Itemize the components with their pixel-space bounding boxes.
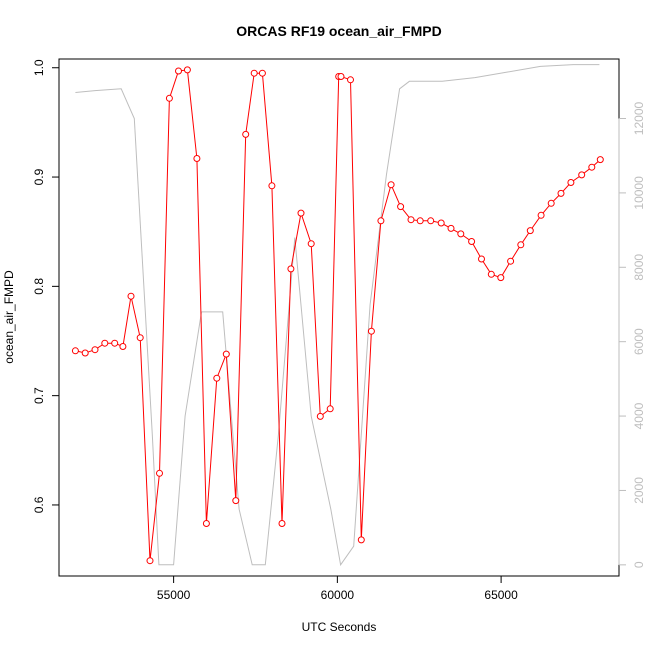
data-point	[407, 216, 415, 224]
y2-axis: 0 2000 4000 6000 8000 10000 12000	[618, 102, 646, 568]
data-point	[183, 66, 191, 74]
data-point	[250, 69, 258, 77]
data-point	[537, 211, 545, 219]
x-axis: 55000 60000 65000	[157, 575, 518, 602]
data-point	[316, 412, 324, 420]
data-point	[367, 327, 375, 335]
data-point	[337, 73, 345, 80]
data-point	[156, 469, 163, 477]
data-point	[497, 274, 505, 282]
y-axis: 0.6 0.7 0.8 0.9 1.0	[32, 59, 60, 513]
y-tick-label: 1.0	[32, 59, 46, 76]
data-point	[307, 240, 315, 248]
data-point	[222, 350, 230, 358]
data-point	[397, 203, 405, 211]
data-point	[165, 94, 173, 102]
data-point	[377, 217, 385, 225]
chart-title: ORCAS RF19 ocean_air_FMPD	[236, 23, 441, 39]
data-point	[146, 557, 154, 565]
data-point	[357, 536, 365, 544]
data-point	[297, 209, 305, 217]
data-point	[71, 347, 79, 355]
data-point	[81, 349, 89, 357]
data-point	[258, 69, 266, 77]
data-point	[326, 405, 334, 413]
data-point	[387, 181, 395, 189]
y2-tick-label: 4000	[632, 402, 646, 429]
data-point	[287, 265, 295, 273]
data-point	[232, 497, 240, 505]
altitude-series	[75, 64, 600, 567]
data-point	[468, 238, 476, 245]
data-point	[487, 270, 495, 278]
data-point	[507, 257, 515, 265]
data-point	[202, 520, 210, 527]
data-point	[193, 155, 201, 162]
data-point	[567, 179, 575, 186]
x-tick-label: 60000	[321, 588, 355, 602]
data-point	[175, 67, 182, 75]
data-point	[547, 199, 555, 207]
x-tick-label: 65000	[484, 588, 518, 602]
series-line-1	[75, 64, 600, 567]
data-point	[127, 292, 135, 300]
data-point	[119, 343, 127, 350]
y2-tick-label: 2000	[632, 477, 646, 504]
y2-tick-label: 6000	[632, 328, 646, 355]
data-point	[526, 227, 534, 235]
fmpd-series	[71, 66, 604, 565]
data-point	[347, 76, 354, 84]
y-tick-label: 0.7	[32, 387, 46, 404]
data-point	[136, 334, 144, 342]
data-point	[416, 217, 424, 225]
data-point	[213, 374, 221, 382]
data-point	[478, 255, 485, 263]
x-tick-label: 55000	[157, 588, 191, 602]
data-point	[557, 189, 565, 197]
data-point	[91, 346, 99, 354]
y-tick-label: 0.6	[32, 496, 46, 513]
y2-tick-label: 0	[632, 561, 646, 568]
y2-tick-label: 12000	[632, 102, 646, 136]
data-point	[111, 339, 119, 347]
y2-tick-label: 10000	[632, 176, 646, 210]
data-point	[427, 217, 435, 225]
y-tick-label: 0.8	[32, 278, 46, 295]
data-point	[268, 182, 276, 190]
data-point	[457, 230, 465, 238]
data-point	[447, 224, 455, 232]
data-point	[437, 219, 445, 227]
data-point	[242, 130, 250, 138]
plot-frame	[58, 58, 620, 577]
data-point	[596, 156, 604, 164]
series-line-0	[75, 69, 601, 561]
data-point	[101, 339, 109, 347]
data-point	[278, 520, 286, 527]
x-axis-label: UTC Seconds	[302, 620, 377, 634]
data-point	[517, 241, 525, 249]
y-tick-label: 0.9	[32, 168, 46, 185]
y-axis-label: ocean_air_FMPD	[2, 270, 16, 364]
data-point	[588, 163, 596, 171]
data-point	[578, 171, 586, 179]
y2-tick-label: 8000	[632, 254, 646, 281]
